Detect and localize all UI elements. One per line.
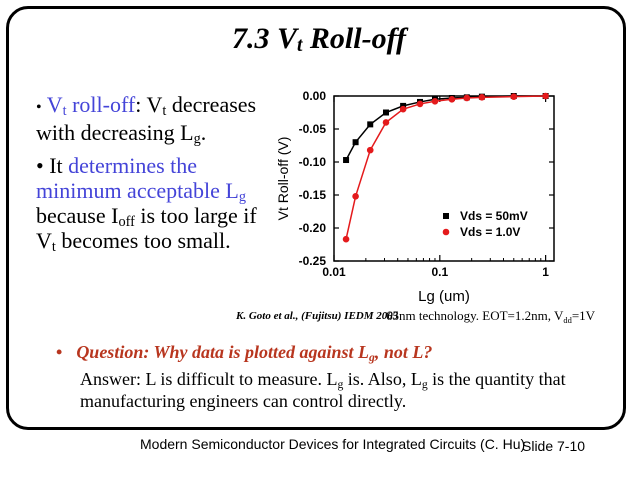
legend-marker-square bbox=[443, 213, 449, 219]
data-point-square bbox=[400, 102, 407, 109]
answer: Answer: L is difficult to measure. Lg is… bbox=[80, 369, 566, 411]
y-tick-label: 0.00 bbox=[303, 89, 327, 103]
x-tick-label: 0.1 bbox=[431, 265, 448, 279]
data-point-square bbox=[352, 139, 359, 146]
footer: Modern Semiconductor Devices for Integra… bbox=[140, 436, 526, 452]
data-point-square bbox=[343, 157, 350, 164]
y-tick-label: -0.20 bbox=[299, 221, 327, 235]
bullet-determines: • It determines the minimum acceptable L… bbox=[36, 153, 257, 255]
x-axis-label: Lg (um) bbox=[418, 288, 470, 304]
question: • Question: Why data is plotted against L… bbox=[56, 342, 433, 364]
x-tick-label: 1 bbox=[542, 265, 549, 279]
data-point-circle bbox=[463, 94, 471, 102]
series-line-1 bbox=[345, 95, 546, 240]
data-point-square bbox=[367, 121, 374, 128]
data-point-square bbox=[382, 109, 389, 116]
slide-number: Slide 7-10 bbox=[522, 438, 586, 454]
data-point-circle bbox=[542, 92, 549, 100]
legend-marker-circle bbox=[442, 228, 450, 236]
data-point-circle bbox=[448, 96, 456, 103]
data-point-circle bbox=[510, 93, 518, 100]
x-tick-label: 0.01 bbox=[322, 265, 346, 279]
data-point-circle bbox=[366, 146, 374, 154]
y-tick-label: -0.25 bbox=[299, 254, 327, 268]
data-point-circle bbox=[431, 97, 439, 105]
bullet-vt-rolloff: • Vt roll-off: Vt decreases with decreas… bbox=[36, 92, 257, 147]
data-point-circle bbox=[342, 235, 350, 243]
plot-frame bbox=[333, 95, 555, 262]
y-axis-label: Vt Roll-off (V) bbox=[275, 137, 291, 221]
legend-label: Vds = 1.0V bbox=[460, 225, 520, 239]
citation: K. Goto et al., (Fujitsu) IEDM 2003 bbox=[236, 310, 399, 322]
series-line-0 bbox=[345, 95, 546, 161]
slide-title: 7.3 Vt Roll-off bbox=[231, 22, 407, 56]
data-point-circle bbox=[416, 100, 424, 108]
data-point-circle bbox=[382, 119, 390, 126]
data-point-circle bbox=[352, 193, 359, 200]
data-point-circle bbox=[478, 94, 486, 101]
legend-label: Vds = 50mV bbox=[460, 209, 528, 223]
bullet-list: • Vt roll-off: Vt decreases with decreas… bbox=[36, 92, 276, 261]
vt-rolloff-chart: 0.00 -0.05 -0.10 -0.15 -0.20 -0.250.01 0.1 1 Lg … bbox=[275, 89, 555, 304]
y-tick-label: -0.10 bbox=[299, 155, 327, 169]
slide-frame bbox=[6, 6, 626, 430]
data-point-circle bbox=[399, 105, 407, 113]
y-tick-label: -0.15 bbox=[299, 188, 327, 202]
y-tick-label: -0.05 bbox=[299, 122, 327, 136]
technology-note: 65nm technology. EOT=1.2nm, Vdd=1V bbox=[386, 308, 596, 325]
